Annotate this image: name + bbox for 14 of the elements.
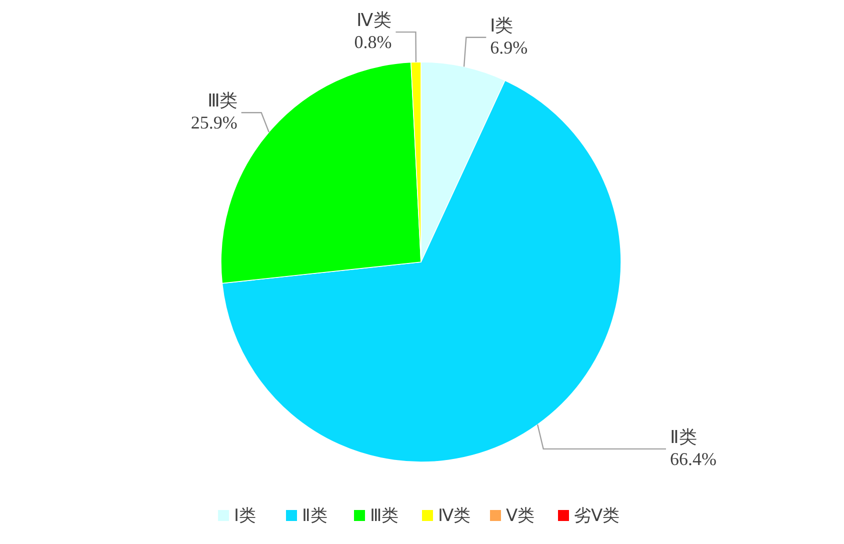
data-label: 0.8% [354,32,392,52]
data-label: 66.4% [670,448,716,469]
legend-label: Ⅱ类 [302,506,328,526]
slice-label: Ⅱ类 [670,426,697,447]
data-label: 6.9% [490,37,528,58]
data-label: 25.9% [190,112,238,133]
legend-label: 劣Ⅴ类 [574,506,620,526]
legend-label: Ⅲ类 [370,506,399,526]
slice-label: Ⅳ类 [356,10,392,30]
legend-label: Ⅳ类 [438,506,471,526]
slice-label: Ⅲ类 [207,90,238,111]
legend-label: Ⅰ类 [234,506,256,526]
legend-label: Ⅴ类 [506,506,535,526]
slice-label: Ⅰ类 [490,15,514,36]
